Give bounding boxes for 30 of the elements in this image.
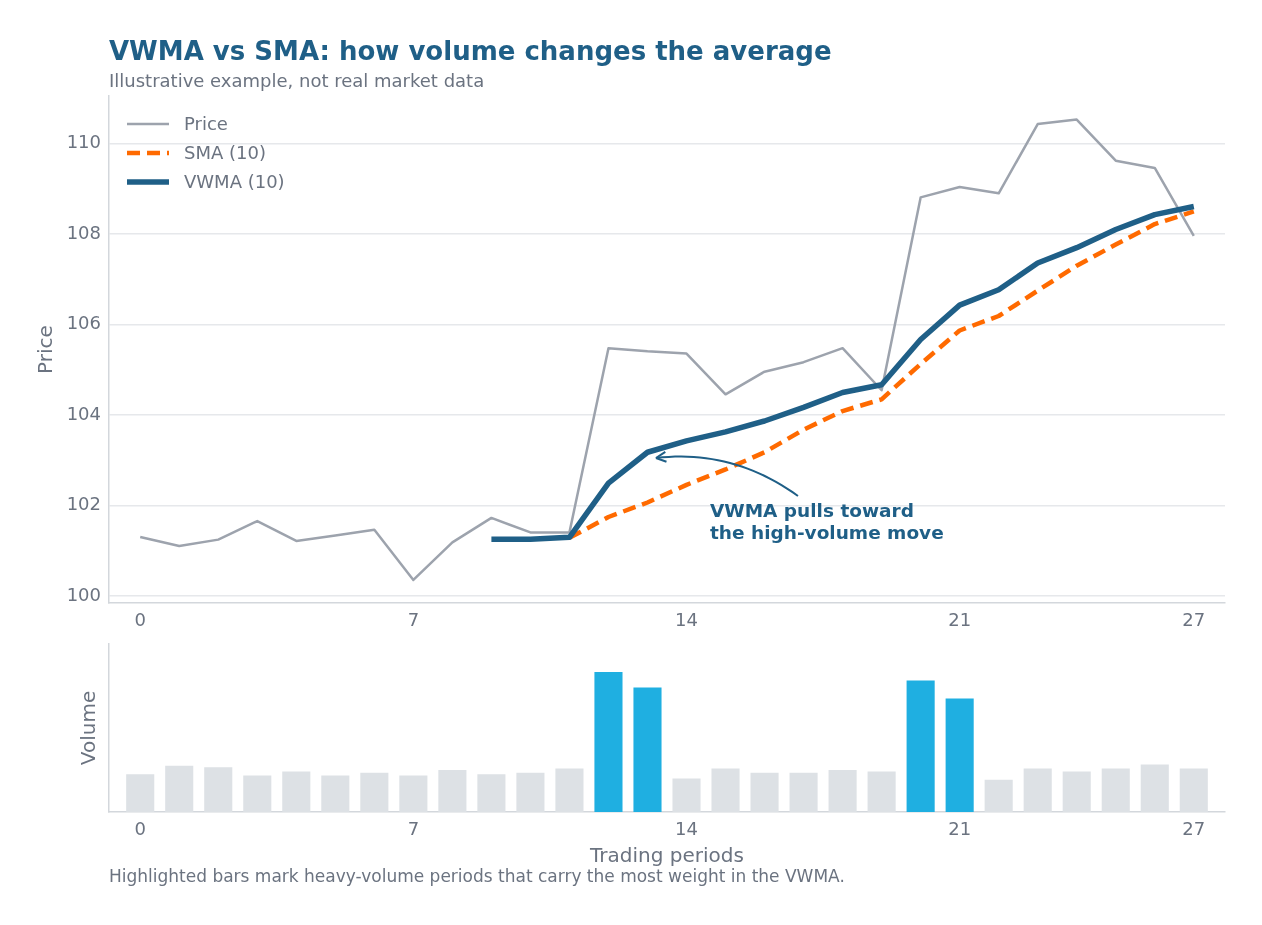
y-tick-label: 102	[66, 493, 101, 515]
y-axis-title: Volume	[76, 690, 101, 766]
annotation: VWMA pulls toward the high-volume move	[709, 499, 944, 543]
x-tick-label: 14	[675, 818, 698, 840]
chart-subtitle: Illustrative example, not real market data	[109, 70, 485, 92]
x-tick-label: 21	[948, 609, 972, 631]
y-axis-title: Price	[33, 325, 58, 374]
y-tick-label: 110	[66, 131, 101, 153]
x-tick-label: 27	[1182, 609, 1206, 631]
bar	[594, 672, 623, 812]
x-axis-title: Trading periods	[589, 843, 744, 868]
x-tick-label: 0	[134, 818, 146, 840]
x-tick-label: 7	[407, 609, 420, 631]
text: Highlighted bars mark heavy-volume periods that carry the most weight in the VWMA.	[109, 866, 845, 887]
y-tick-label: 100	[66, 583, 101, 605]
bar	[945, 698, 974, 812]
chart-title: VWMA vs SMA: how volume changes the average	[109, 36, 832, 67]
y-tick-label: 106	[66, 312, 101, 334]
x-tick-label: 27	[1182, 818, 1206, 840]
legend-label: SMA (10)	[184, 142, 266, 163]
legend-label: VWMA (10)	[184, 171, 285, 192]
y-tick-label: 104	[66, 402, 101, 424]
x-tick-label: 0	[134, 609, 146, 631]
y-tick-label: 108	[66, 221, 101, 243]
x-tick-label: 14	[675, 609, 698, 631]
bar	[633, 687, 662, 812]
legend-label: Price	[184, 113, 228, 134]
bar	[906, 680, 935, 812]
x-tick-label: 21	[948, 818, 972, 840]
x-tick-label: 7	[407, 818, 420, 840]
